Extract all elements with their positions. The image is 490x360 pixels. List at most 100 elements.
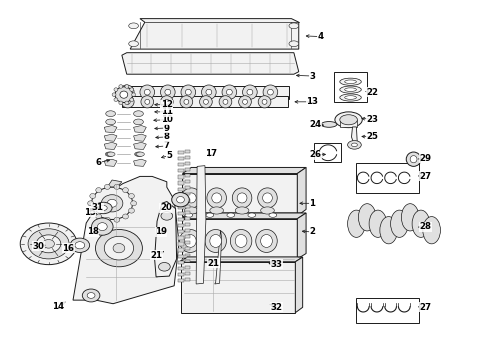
Bar <box>185 217 190 220</box>
Ellipse shape <box>106 119 116 125</box>
Ellipse shape <box>130 88 134 91</box>
Ellipse shape <box>159 262 170 271</box>
Ellipse shape <box>258 188 277 208</box>
Ellipse shape <box>120 85 134 99</box>
Ellipse shape <box>120 91 128 98</box>
Polygon shape <box>182 167 306 174</box>
Bar <box>177 261 184 264</box>
Ellipse shape <box>219 96 232 108</box>
Text: 13: 13 <box>306 97 318 106</box>
Bar <box>315 143 341 162</box>
Polygon shape <box>196 166 206 284</box>
Text: 26: 26 <box>310 150 322 159</box>
Bar <box>185 223 190 226</box>
Ellipse shape <box>206 213 214 217</box>
Polygon shape <box>180 257 303 262</box>
Ellipse shape <box>130 98 134 102</box>
Ellipse shape <box>243 85 257 99</box>
Text: 29: 29 <box>420 154 432 163</box>
Ellipse shape <box>125 85 129 88</box>
Ellipse shape <box>358 204 376 231</box>
Bar <box>185 174 190 177</box>
Ellipse shape <box>82 289 100 302</box>
Ellipse shape <box>90 208 96 213</box>
Bar <box>177 267 184 270</box>
Ellipse shape <box>104 217 110 222</box>
Text: 15: 15 <box>84 208 96 217</box>
Bar <box>185 199 190 202</box>
Bar <box>185 253 190 256</box>
Text: 12: 12 <box>161 100 173 109</box>
Bar <box>177 181 184 185</box>
Ellipse shape <box>223 99 228 104</box>
Ellipse shape <box>321 122 337 127</box>
Ellipse shape <box>96 214 101 219</box>
Ellipse shape <box>75 242 85 249</box>
Polygon shape <box>107 180 122 187</box>
Bar <box>185 162 190 165</box>
Ellipse shape <box>128 208 134 213</box>
Text: 32: 32 <box>271 303 283 312</box>
Ellipse shape <box>125 101 129 105</box>
Ellipse shape <box>248 213 256 217</box>
Bar <box>185 168 190 171</box>
Bar <box>185 186 190 189</box>
Ellipse shape <box>122 214 128 219</box>
Ellipse shape <box>210 234 221 247</box>
Ellipse shape <box>261 234 272 247</box>
Ellipse shape <box>119 85 123 88</box>
Ellipse shape <box>226 89 232 95</box>
Ellipse shape <box>122 96 134 108</box>
Text: 16: 16 <box>62 244 74 253</box>
Ellipse shape <box>340 94 361 101</box>
Text: 8: 8 <box>164 132 170 141</box>
Ellipse shape <box>184 234 196 247</box>
Ellipse shape <box>201 85 216 99</box>
Ellipse shape <box>140 85 155 99</box>
Bar <box>185 156 190 159</box>
Polygon shape <box>215 230 221 284</box>
Ellipse shape <box>114 184 120 189</box>
Ellipse shape <box>185 89 191 95</box>
Polygon shape <box>297 167 306 216</box>
Bar <box>182 174 297 216</box>
Bar <box>177 218 184 221</box>
Bar <box>177 194 184 197</box>
Text: 25: 25 <box>366 132 378 141</box>
Ellipse shape <box>289 41 299 46</box>
Text: 9: 9 <box>164 123 170 132</box>
Text: 28: 28 <box>420 222 432 231</box>
Text: 14: 14 <box>52 302 64 311</box>
Ellipse shape <box>227 213 235 217</box>
Ellipse shape <box>391 210 408 237</box>
Bar <box>185 235 190 238</box>
Bar <box>356 163 419 193</box>
Ellipse shape <box>179 229 201 252</box>
Bar <box>185 278 190 281</box>
Bar <box>356 219 429 229</box>
Ellipse shape <box>134 111 144 117</box>
Ellipse shape <box>180 96 193 108</box>
Ellipse shape <box>263 85 278 99</box>
Ellipse shape <box>95 202 112 214</box>
Ellipse shape <box>340 86 361 93</box>
Ellipse shape <box>205 229 226 252</box>
Bar <box>185 266 190 269</box>
Polygon shape <box>182 213 306 219</box>
Ellipse shape <box>347 140 361 149</box>
Ellipse shape <box>289 23 299 29</box>
Ellipse shape <box>87 293 95 298</box>
Bar <box>185 241 190 244</box>
Ellipse shape <box>351 143 357 147</box>
Ellipse shape <box>92 218 113 235</box>
Text: 27: 27 <box>420 172 432 181</box>
Bar <box>185 205 190 208</box>
Polygon shape <box>122 53 299 74</box>
Ellipse shape <box>235 234 247 247</box>
Ellipse shape <box>184 99 189 104</box>
Text: 17: 17 <box>205 149 217 158</box>
Ellipse shape <box>410 156 417 163</box>
Ellipse shape <box>369 210 387 237</box>
Ellipse shape <box>206 89 212 95</box>
Bar <box>356 298 419 323</box>
